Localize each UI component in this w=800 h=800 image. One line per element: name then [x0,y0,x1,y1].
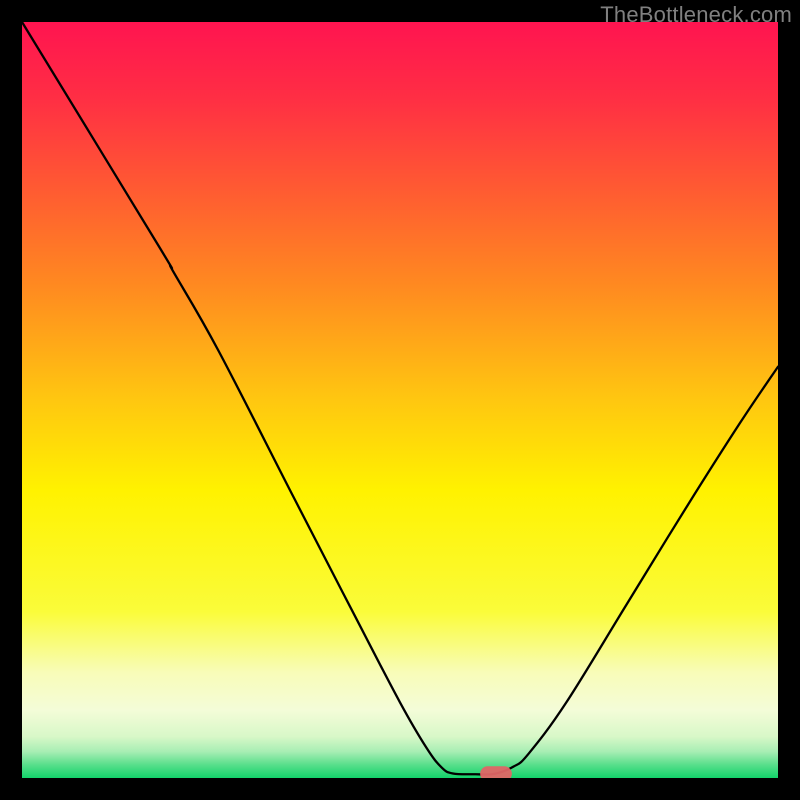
chart-svg [22,22,778,778]
chart-frame: TheBottleneck.com [0,0,800,800]
optimal-point-marker [480,766,512,778]
chart-background [22,22,778,778]
chart-plot-area [22,22,778,778]
watermark-label: TheBottleneck.com [600,2,792,28]
